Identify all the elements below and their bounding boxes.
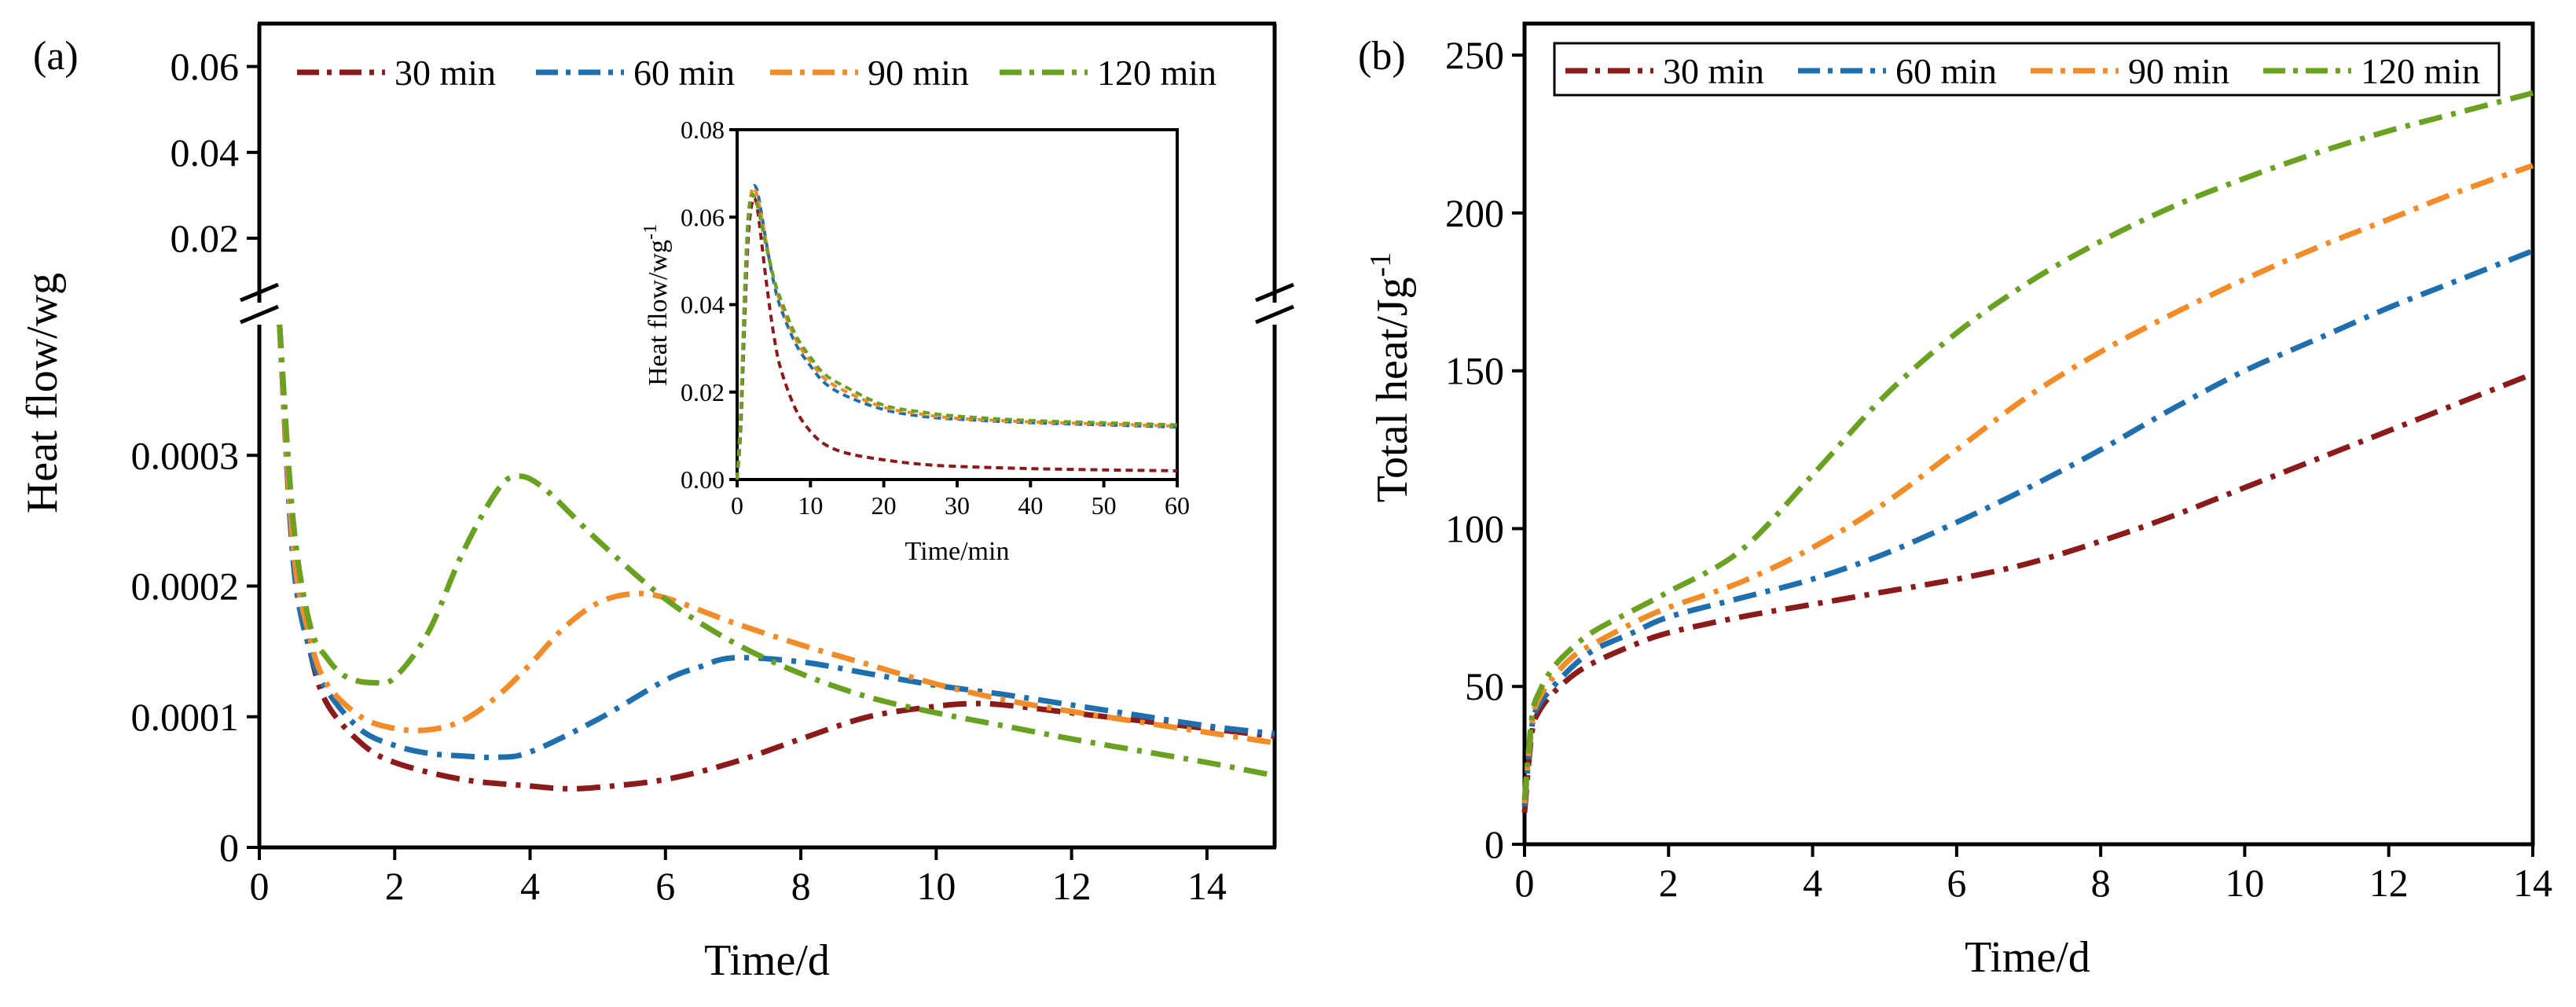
inset-y-tick-label: 0.00 — [681, 465, 725, 494]
panel-a-series — [277, 324, 1275, 792]
series-line-a-120-min — [277, 324, 1275, 779]
panel-a-y-tick-label: 0.0002 — [131, 564, 240, 608]
series-line-inset-30-min — [736, 196, 1178, 480]
panel-b-y-tick-label: 250 — [1445, 33, 1504, 77]
legend-a-label-30: 30 min — [394, 53, 496, 93]
panel-b-y-tick-label: 0 — [1484, 822, 1504, 866]
panel-b: (b) 0 2 4 6 8 10 12 14 0 50 100 150 200 250 Time/d To… — [1358, 21, 2552, 982]
panel-a-y-upper-tick-label: 0.02 — [171, 216, 240, 260]
panel-a-break-mark-left-2 — [240, 304, 279, 325]
inset-ylabel-text: Heat flow/wg — [644, 240, 673, 386]
series-line-inset-60-min — [736, 184, 1178, 480]
panel-a-x-tick-label: 0 — [250, 864, 270, 908]
series-line-a-30-min — [277, 324, 1275, 792]
inset-y-tick-label: 0.04 — [681, 291, 725, 319]
panel-a: (a) 0 2 4 6 8 10 12 14 0 0.0001 0.0002 0.0003 0.02 0.… — [18, 21, 1294, 985]
legend-a-label-90: 90 min — [868, 53, 969, 93]
inset-xlabel: Time/min — [905, 537, 1010, 566]
panel-b-x-tick-label: 4 — [1803, 861, 1822, 905]
panel-a-x-tick-label: 10 — [916, 864, 956, 908]
inset-chart: 0 10 20 30 40 50 60 0.00 0.02 0.04 0.06 0.08 Time/m… — [640, 116, 1190, 566]
legend-b-frame — [1553, 42, 2501, 97]
inset-y-tick-label: 0.06 — [681, 203, 725, 231]
panel-a-y-tick-label: 0 — [219, 825, 239, 869]
panel-b-x-tick-label: 14 — [2513, 861, 2552, 905]
legend-b-label-30: 30 min — [1663, 51, 1764, 91]
panel-a-x-tick-label: 8 — [791, 864, 811, 908]
inset-x-tick-label: 10 — [798, 491, 823, 520]
panel-b-ylabel: Total heat/Jg-1 — [1364, 252, 1417, 503]
panel-a-x-tick-label: 12 — [1052, 864, 1092, 908]
panel-b-y-tick-label: 200 — [1445, 191, 1504, 235]
panel-a-break-mark-left-1 — [240, 282, 279, 303]
inset-x-tick-label: 0 — [731, 491, 743, 520]
panel-b-ticks: 0 2 4 6 8 10 12 14 0 50 100 150 200 250 — [1445, 33, 2552, 905]
inset-x-tick-label: 50 — [1092, 491, 1117, 520]
inset-ylabel: Heat flow/wg-1 — [640, 224, 673, 386]
legend-a-label-60: 60 min — [633, 53, 735, 93]
inset-x-tick-label: 20 — [872, 491, 897, 520]
panel-b-y-tick-label: 100 — [1445, 506, 1504, 550]
panel-b-x-tick-label: 10 — [2225, 861, 2264, 905]
panel-b-y-tick-label: 50 — [1465, 664, 1504, 708]
inset-frame — [736, 128, 1179, 481]
panel-a-y-upper-tick-label: 0.06 — [171, 45, 240, 89]
series-line-inset-120-min — [736, 193, 1178, 480]
panel-a-break-mark-right-1 — [1255, 282, 1294, 303]
panel-b-x-tick-label: 8 — [2091, 861, 2111, 905]
inset-x-tick-label: 60 — [1165, 491, 1190, 520]
inset-ticks: 0 10 20 30 40 50 60 0.00 0.02 0.04 0.06 0.08 — [681, 116, 1190, 520]
panel-b-x-tick-label: 0 — [1515, 861, 1535, 905]
panel-b-ylabel-superscript: -1 — [1364, 252, 1397, 277]
panel-b-y-tick-label: 150 — [1445, 349, 1504, 393]
panel-a-legend: 30 min 60 min 90 min 120 min — [297, 53, 1216, 93]
inset-x-tick-label: 30 — [945, 491, 970, 520]
panel-a-x-tick-label: 14 — [1187, 864, 1227, 908]
panel-a-y-upper-tick-label: 0.04 — [171, 130, 240, 175]
inset-y-tick-label: 0.02 — [681, 378, 725, 406]
series-line-b-30-min — [1521, 371, 2534, 814]
inset-y-tick-label: 0.08 — [681, 116, 725, 144]
panel-b-ylabel-text: Total heat/Jg — [1368, 277, 1417, 502]
legend-b-label-90: 90 min — [2128, 51, 2229, 91]
panel-b-series — [1521, 90, 2534, 814]
series-line-b-90-min — [1521, 163, 2534, 804]
series-line-a-90-min — [277, 324, 1275, 746]
series-line-b-120-min — [1521, 90, 2534, 801]
inset-x-tick-label: 40 — [1018, 491, 1043, 520]
panel-b-legend: 30 min 60 min 90 min 120 min — [1553, 42, 2501, 97]
panel-a-break-mark-right-2 — [1255, 304, 1294, 325]
panel-a-ylabel: Heat flow/wg — [18, 273, 67, 513]
panel-a-y-tick-label: 0.0003 — [131, 433, 240, 477]
panel-a-ticks: 0 2 4 6 8 10 12 14 0 0.0001 0.0002 0.0003 0.02 0.04 0.… — [131, 45, 1227, 908]
inset-ylabel-superscript: -1 — [640, 224, 661, 240]
panel-b-x-tick-label: 2 — [1659, 861, 1679, 905]
panel-a-label: (a) — [33, 34, 79, 79]
panel-a-y-tick-label: 0.0001 — [131, 695, 240, 739]
panel-a-xlabel: Time/d — [704, 936, 830, 985]
legend-b-label-120: 120 min — [2361, 51, 2480, 91]
panel-b-x-tick-label: 12 — [2369, 861, 2409, 905]
legend-a-label-120: 120 min — [1097, 53, 1216, 93]
panel-a-x-tick-label: 4 — [520, 864, 540, 908]
legend-b-label-60: 60 min — [1895, 51, 1997, 91]
panel-b-x-tick-label: 6 — [1947, 861, 1966, 905]
series-line-a-60-min — [277, 324, 1275, 760]
panel-b-frame — [1522, 21, 2535, 847]
panel-a-x-tick-label: 2 — [385, 864, 405, 908]
panel-a-x-tick-label: 6 — [655, 864, 675, 908]
panel-b-xlabel: Time/d — [1965, 933, 2090, 982]
inset-series — [736, 184, 1178, 480]
panel-b-label: (b) — [1358, 34, 1406, 79]
